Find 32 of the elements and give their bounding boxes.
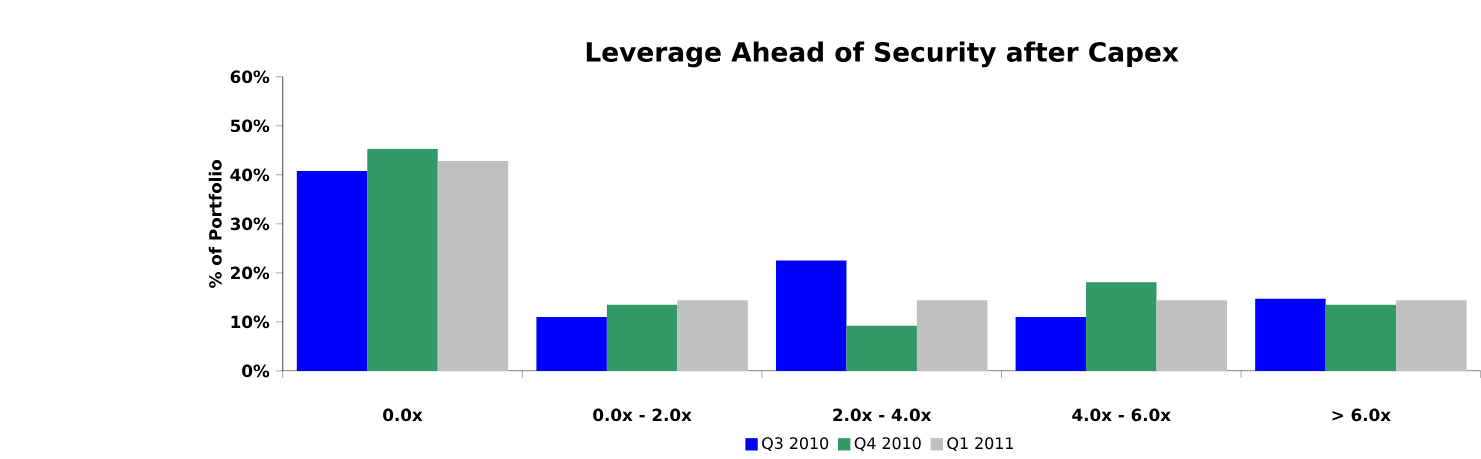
x-tick-label: > 6.0x [1332, 408, 1391, 422]
bar [846, 326, 917, 372]
x-tick-label: 0.0x - 2.0x [593, 408, 692, 422]
x-tick-label: 0.0x [383, 408, 423, 422]
bar [536, 317, 607, 372]
bar [775, 260, 847, 372]
y-tick-label: 30% [230, 217, 270, 231]
y-tick-label: 0% [242, 364, 270, 378]
y-tick-label: 50% [230, 119, 270, 133]
y-tick-label: 40% [230, 168, 270, 182]
bar [437, 161, 509, 372]
y-tick-label: 60% [230, 70, 270, 84]
bar [1325, 305, 1397, 372]
bar [1156, 300, 1227, 372]
y-axis-title: % of Portfolio [208, 160, 222, 289]
legend-label: Q4 2010 [854, 437, 921, 452]
bar [1255, 299, 1326, 372]
y-tick-label: 10% [231, 315, 270, 329]
bar [1396, 300, 1467, 372]
y-tick-label: 20% [231, 266, 270, 280]
x-tick-label: 2.0x - 4.0x [833, 408, 932, 422]
bar [296, 171, 368, 372]
bar [1086, 282, 1157, 372]
x-tick-label: 4.0x - 6.0x [1072, 408, 1171, 422]
bar [916, 300, 988, 372]
bar [1015, 317, 1087, 372]
legend-label: Q3 2010 [762, 437, 829, 452]
chart-title: Leverage Ahead of Security after Capex [586, 41, 1179, 68]
bar [606, 305, 678, 372]
legend-label: Q1 2011 [947, 437, 1013, 452]
bar [367, 149, 438, 372]
bar [677, 300, 748, 372]
